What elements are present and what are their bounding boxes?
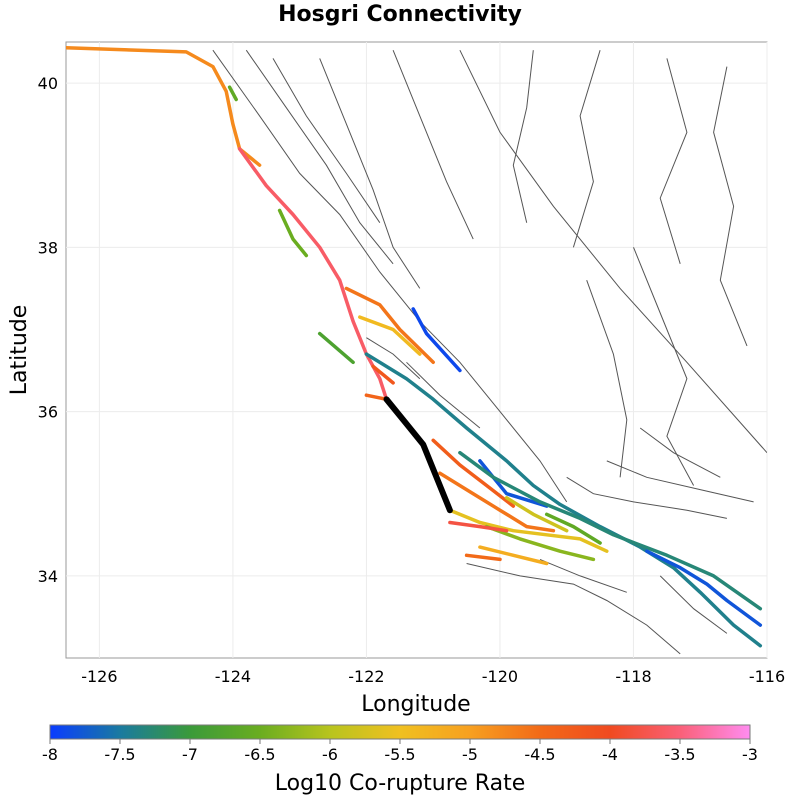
y-tick-labels: 34 36 38 40 — [38, 74, 58, 586]
colorbar — [49, 724, 751, 740]
rupture-trace — [448, 508, 609, 553]
colorbar-tick-label: -3.5 — [664, 745, 695, 764]
rupture-trace — [484, 524, 596, 562]
background-fault-trace — [212, 49, 568, 503]
colorbar-tick-label: -7 — [182, 745, 198, 764]
x-tick-label: -122 — [348, 667, 384, 686]
x-tick-label: -118 — [615, 667, 651, 686]
hosgri-fault-trace — [383, 396, 453, 514]
x-tick-labels: -126 -124 -122 -120 -118 -116 — [81, 667, 785, 686]
rupture-trace — [504, 496, 569, 533]
colorbar-tick-label: -4.5 — [524, 745, 555, 764]
colorbar-tick-label: -4 — [602, 745, 618, 764]
colorbar-tick-label: -8 — [42, 745, 58, 764]
chart-title: Hosgri Connectivity — [278, 2, 522, 27]
rupture-trace — [277, 208, 309, 258]
rupture-trace — [438, 471, 556, 533]
rupture-trace — [364, 393, 389, 402]
background-fault-trace — [572, 50, 601, 248]
background-fault-trace — [566, 476, 728, 519]
rupture-trace — [371, 364, 395, 385]
background-fault-trace — [272, 58, 381, 223]
background-fault-trace — [633, 247, 695, 486]
rupture-trace — [364, 352, 763, 648]
colorbar-tick-labels: -8 -7.5 -7 -6.5 -6 -5.5 -5 -4.5 -4 -3.5 -3 — [42, 739, 758, 764]
rupture-lines — [66, 45, 763, 648]
background-fault-trace — [659, 575, 728, 634]
x-tick-label: -124 — [215, 667, 251, 686]
y-tick-label: 40 — [38, 74, 58, 93]
x-axis-title: Longitude — [361, 692, 470, 717]
rupture-trace — [464, 553, 502, 562]
x-tick-label: -126 — [81, 667, 117, 686]
background-fault-trace — [459, 49, 767, 454]
background-faults — [212, 49, 767, 655]
rupture-trace — [411, 307, 462, 373]
x-tick-label: -116 — [749, 667, 785, 686]
rupture-trace — [478, 545, 549, 566]
background-fault-trace — [319, 58, 421, 289]
rupture-trace — [431, 438, 516, 508]
x-tick-label: -120 — [482, 667, 518, 686]
rupture-trace — [344, 286, 435, 365]
background-fault-trace — [713, 66, 748, 347]
background-fault-trace — [539, 558, 627, 593]
rupture-trace — [458, 450, 763, 611]
colorbar-tick-label: -5.5 — [384, 745, 415, 764]
background-fault-trace — [512, 50, 534, 223]
colorbar-tick-label: -6 — [322, 745, 338, 764]
background-fault-trace — [245, 49, 394, 265]
rupture-trace — [448, 520, 509, 533]
colorbar-tick-label: -6.5 — [244, 745, 275, 764]
background-fault-trace — [406, 361, 481, 429]
rupture-trace — [358, 315, 422, 356]
y-tick-label: 38 — [38, 238, 58, 257]
background-fault-trace — [639, 427, 721, 478]
rupture-trace — [317, 331, 355, 365]
colorbar-tick-label: -5 — [462, 745, 478, 764]
colorbar-title: Log10 Co-rupture Rate — [275, 771, 526, 796]
background-fault-trace — [606, 460, 754, 503]
colorbar-tick-label: -7.5 — [104, 745, 135, 764]
colorbar-tick-label: -3 — [742, 745, 758, 764]
rupture-trace — [645, 549, 763, 627]
y-axis-title: Latitude — [7, 305, 32, 396]
background-fault-trace — [466, 563, 681, 655]
rupture-trace — [544, 512, 602, 545]
rupture-trace — [227, 85, 238, 102]
y-tick-label: 34 — [38, 567, 58, 586]
highlighted-fault — [383, 396, 453, 514]
background-fault-trace — [659, 58, 688, 264]
background-fault-trace — [586, 280, 628, 478]
y-tick-label: 36 — [38, 403, 58, 422]
background-fault-trace — [392, 50, 474, 240]
background-fault-trace — [366, 337, 421, 380]
